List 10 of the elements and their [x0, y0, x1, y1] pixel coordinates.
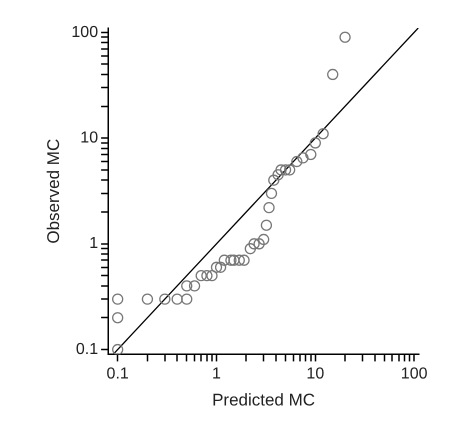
x-tick-label: 100 [400, 365, 428, 382]
y-tick-label: 0.1 [76, 340, 98, 358]
y-tick-label: 100 [71, 24, 98, 41]
x-tick-label: 1 [212, 365, 222, 382]
y-tick-label: 1 [89, 235, 98, 252]
x-tick-label: 0.1 [106, 365, 129, 382]
x-axis-title: Predicted MC [212, 390, 316, 410]
y-axis-title: Observed MC [44, 138, 63, 244]
x-tick-label: 10 [306, 365, 324, 382]
y-tick-label: 10 [80, 130, 98, 147]
